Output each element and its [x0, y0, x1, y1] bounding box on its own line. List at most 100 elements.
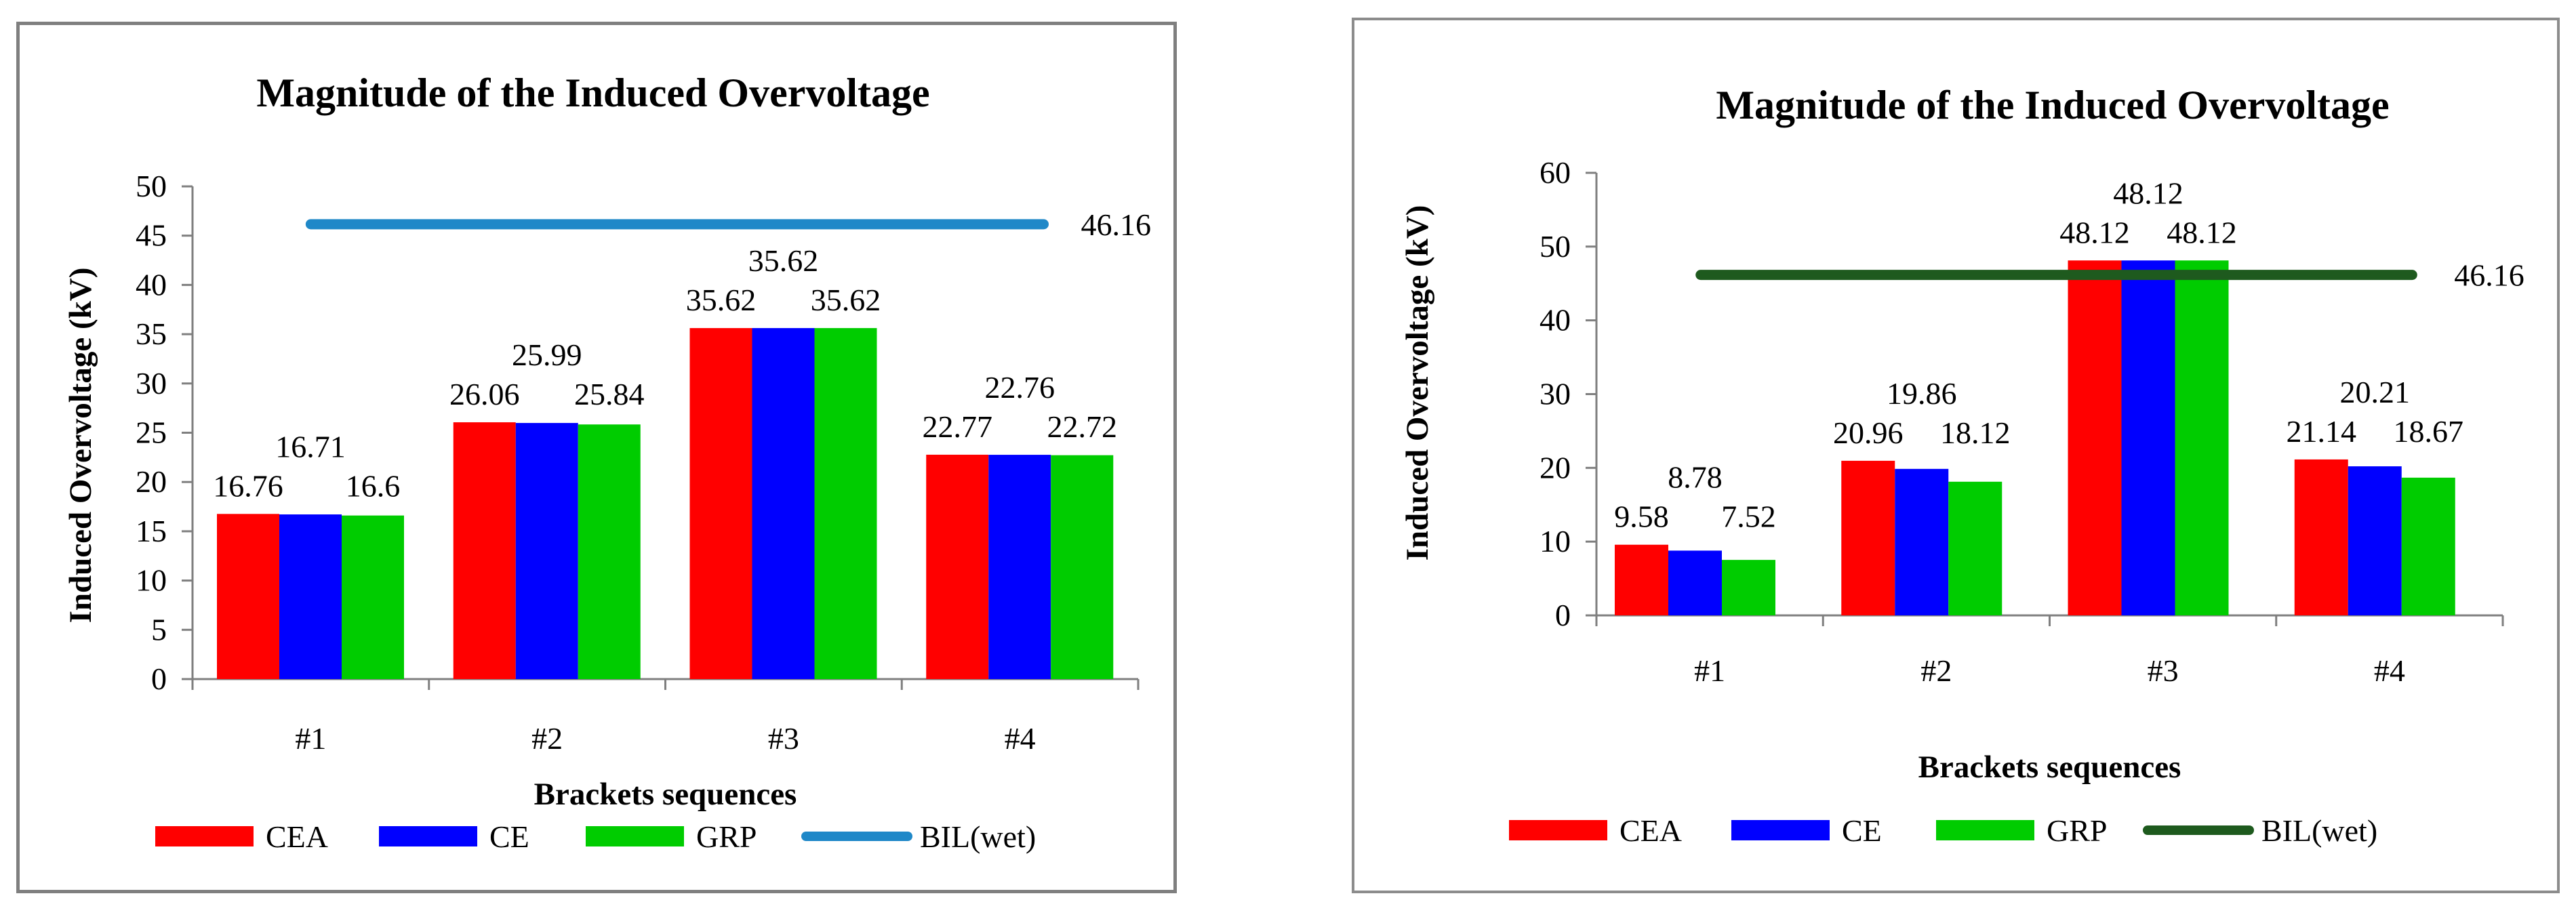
legend-swatch-cea [1509, 820, 1607, 840]
x-tick-label: #2 [1920, 653, 1952, 688]
data-label-ce-3: 35.62 [748, 243, 819, 278]
y-tick-label: 50 [1539, 229, 1571, 264]
legend-label-grp: GRP [2047, 813, 2107, 848]
reference-line-label: 46.16 [1081, 207, 1152, 242]
y-tick-label: 5 [151, 612, 167, 647]
x-tick-label: #1 [295, 721, 326, 756]
bar-grp-3 [814, 328, 877, 679]
data-label-cea-4: 21.14 [2287, 414, 2357, 449]
y-tick-label: 40 [1539, 303, 1571, 338]
data-label-ce-2: 25.99 [512, 338, 582, 372]
x-tick-label: #3 [768, 721, 799, 756]
data-label-cea-2: 26.06 [449, 377, 520, 411]
bar-chart-right: Magnitude of the Induced Overvoltage Indu… [1400, 83, 2524, 848]
bar-ce-2 [515, 423, 578, 679]
data-label-grp-4: 22.72 [1047, 409, 1118, 444]
legend-label-ce: CE [489, 819, 529, 854]
bar-ce-1 [1668, 550, 1722, 615]
bar-cea-2 [453, 422, 516, 679]
y-tick-label: 50 [136, 169, 167, 203]
legend-label-cea: CEA [266, 819, 328, 854]
bar-cea-4 [2294, 459, 2348, 615]
y-tick-label: 10 [1539, 524, 1571, 558]
y-tick-label: 20 [1539, 450, 1571, 485]
data-label-ce-3: 48.12 [2113, 176, 2183, 210]
y-tick-label: 30 [136, 366, 167, 401]
legend-label-bil-wet-: BIL(wet) [920, 819, 1036, 854]
bar-grp-1 [342, 515, 404, 679]
legend-label-bil-wet-: BIL(wet) [2261, 813, 2377, 848]
legend-swatch-cea [155, 826, 254, 846]
legend-label-ce: CE [1842, 813, 1882, 848]
bar-grp-2 [1948, 481, 2003, 615]
data-label-ce-4: 22.76 [985, 370, 1055, 405]
bar-grp-3 [2175, 260, 2229, 615]
bar-grp-2 [578, 424, 641, 679]
reference-line-label: 46.16 [2454, 258, 2524, 293]
bar-ce-4 [2348, 466, 2402, 615]
legend-label-cea: CEA [1619, 813, 1682, 848]
data-label-grp-1: 7.52 [1721, 499, 1776, 534]
chart-panel-left: Magnitude of the Induced Overvoltage Indu… [16, 22, 1177, 893]
data-label-grp-1: 16.6 [346, 468, 401, 503]
bar-grp-1 [1722, 560, 1775, 615]
y-tick-label: 10 [136, 563, 167, 598]
bar-cea-4 [926, 454, 989, 679]
bar-chart-left: Magnitude of the Induced Overvoltage Indu… [63, 70, 1152, 854]
y-tick-label: 0 [151, 661, 167, 696]
data-label-grp-3: 48.12 [2167, 215, 2237, 249]
data-label-cea-1: 9.58 [1614, 499, 1669, 534]
x-axis-title: Brackets sequences [1918, 750, 2181, 785]
bar-cea-3 [2068, 260, 2122, 615]
x-tick-label: #4 [1005, 721, 1036, 756]
y-tick-label: 25 [136, 415, 167, 450]
y-axis-title: Induced Overvoltage (kV) [1400, 205, 1435, 561]
data-label-grp-3: 35.62 [811, 283, 881, 317]
legend-swatch-grp [1936, 820, 2034, 840]
x-tick-label: #2 [531, 721, 563, 756]
data-label-grp-2: 25.84 [574, 377, 645, 411]
x-tick-label: #3 [2148, 653, 2179, 688]
bar-grp-4 [1051, 455, 1114, 679]
data-label-ce-1: 8.78 [1668, 460, 1723, 495]
bar-ce-3 [752, 328, 815, 679]
legend-swatch-ce [1731, 820, 1830, 840]
bar-grp-4 [2401, 477, 2455, 615]
y-tick-label: 35 [136, 316, 167, 351]
y-tick-label: 20 [136, 464, 167, 499]
data-label-grp-4: 18.67 [2394, 414, 2464, 449]
data-label-ce-2: 19.86 [1887, 376, 1957, 411]
y-axis-title: Induced Overvoltage (kV) [63, 268, 98, 624]
y-tick-label: 30 [1539, 377, 1571, 411]
y-tick-label: 40 [136, 267, 167, 302]
chart-title: Magnitude of the Induced Overvoltage [256, 70, 929, 115]
x-tick-label: #1 [1694, 653, 1725, 688]
data-label-ce-1: 16.71 [275, 429, 346, 464]
y-tick-label: 45 [136, 218, 167, 253]
legend-label-grp: GRP [696, 819, 757, 854]
chart-title: Magnitude of the Induced Overvoltage [1716, 83, 2389, 127]
bar-cea-3 [689, 328, 752, 679]
data-label-cea-3: 35.62 [686, 283, 757, 317]
bar-cea-1 [217, 514, 279, 679]
data-label-ce-4: 20.21 [2340, 375, 2411, 409]
data-label-cea-2: 20.96 [1833, 415, 1904, 450]
y-tick-label: 15 [136, 514, 167, 548]
legend-swatch-grp [586, 826, 684, 846]
data-label-grp-2: 18.12 [1940, 415, 2011, 450]
y-tick-label: 0 [1555, 598, 1571, 632]
data-label-cea-3: 48.12 [2059, 215, 2130, 249]
bar-ce-2 [1895, 468, 1949, 615]
bar-ce-3 [2121, 260, 2175, 615]
bar-cea-1 [1615, 544, 1668, 615]
bar-ce-4 [988, 455, 1051, 679]
chart-panel-right: Magnitude of the Induced Overvoltage Indu… [1352, 18, 2560, 893]
x-tick-label: #4 [2374, 653, 2405, 688]
data-label-cea-4: 22.77 [923, 409, 993, 444]
bar-cea-2 [1841, 460, 1895, 615]
y-tick-label: 60 [1539, 155, 1571, 190]
bar-ce-1 [279, 514, 342, 679]
x-axis-title: Brackets sequences [534, 777, 797, 812]
data-label-cea-1: 16.76 [213, 468, 283, 503]
legend-swatch-ce [379, 826, 477, 846]
